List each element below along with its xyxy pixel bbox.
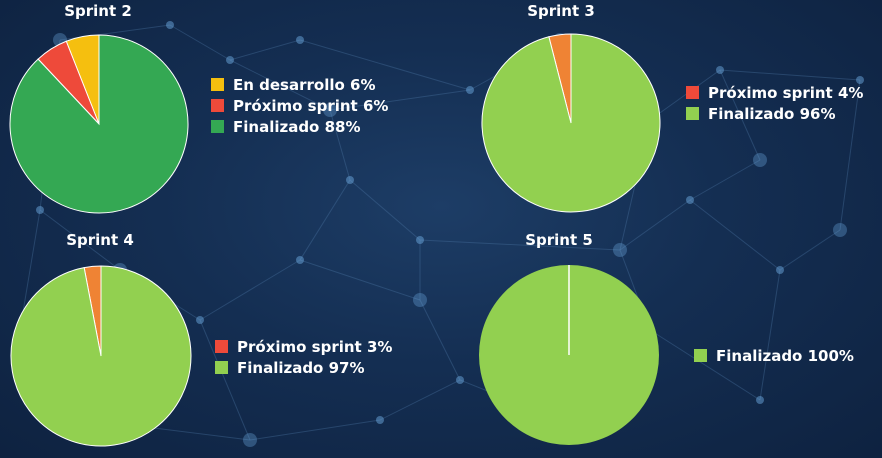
chart-title: Sprint 5 (525, 231, 593, 249)
network-node (753, 153, 767, 167)
network-node (196, 316, 204, 324)
network-link (619, 199, 691, 251)
network-link (229, 59, 331, 111)
network-link (299, 259, 421, 301)
network-link (39, 209, 121, 271)
network-link (199, 259, 301, 321)
network-link (299, 179, 351, 261)
network-node (346, 176, 354, 184)
network-link (689, 159, 761, 201)
chart-legend: En desarrollo 6% Próximo sprint 6% Finaliz… (211, 74, 388, 137)
legend-label: Finalizado 100% (716, 346, 854, 365)
legend-item: Próximo sprint 6% (211, 95, 388, 116)
network-link (419, 239, 621, 251)
legend-label: Finalizado 97% (237, 358, 365, 377)
network-link (169, 24, 231, 61)
pie-chart (10, 265, 192, 447)
network-link (229, 39, 301, 61)
network-node (296, 36, 304, 44)
network-node (166, 21, 174, 29)
chart-legend: Próximo sprint 4% Finalizado 96% (686, 82, 863, 124)
legend-item: En desarrollo 6% (211, 74, 388, 95)
network-link (689, 199, 781, 271)
network-link (779, 229, 841, 271)
network-link (839, 79, 861, 231)
pie-chart (479, 265, 659, 445)
network-link (719, 69, 761, 161)
network-node (756, 396, 764, 404)
network-link (349, 179, 421, 241)
legend-label: Finalizado 88% (233, 117, 361, 136)
chart-legend: Próximo sprint 3% Finalizado 97% (215, 336, 392, 378)
legend-item: Próximo sprint 3% (215, 336, 392, 357)
network-node (36, 206, 44, 214)
network-node (416, 236, 424, 244)
network-node (296, 256, 304, 264)
network-node (856, 76, 864, 84)
network-node (716, 66, 724, 74)
network-link (649, 69, 721, 121)
legend-label: Próximo sprint 6% (233, 96, 389, 115)
legend-label: Próximo sprint 3% (237, 337, 393, 356)
network-link (249, 419, 381, 441)
legend-swatch (686, 107, 699, 120)
legend-swatch (694, 349, 707, 362)
pie-chart (9, 34, 189, 214)
network-node (376, 416, 384, 424)
network-link (329, 89, 471, 111)
network-node (686, 196, 694, 204)
network-link (299, 39, 471, 91)
legend-item: Finalizado 100% (694, 345, 854, 366)
network-link (419, 299, 461, 381)
legend-label: Finalizado 96% (708, 104, 836, 123)
pie-chart (481, 33, 661, 213)
network-link (649, 329, 761, 401)
network-node (243, 433, 257, 447)
network-node (226, 56, 234, 64)
legend-item: Finalizado 97% (215, 357, 392, 378)
legend-swatch (211, 99, 224, 112)
network-node (456, 376, 464, 384)
network-link (199, 319, 251, 441)
legend-label: Próximo sprint 4% (708, 83, 864, 102)
network-link (719, 69, 861, 81)
network-node (323, 103, 337, 117)
network-node (413, 293, 427, 307)
legend-swatch (215, 340, 228, 353)
network-node (466, 86, 474, 94)
pie-slice (10, 265, 192, 447)
chart-title: Sprint 4 (66, 231, 134, 249)
pie-slice (9, 34, 189, 214)
legend-swatch (211, 120, 224, 133)
chart-title: Sprint 3 (527, 2, 595, 20)
network-link (329, 109, 351, 181)
legend-swatch (686, 86, 699, 99)
legend-swatch (215, 361, 228, 374)
pie-slice (481, 33, 661, 213)
network-node (776, 266, 784, 274)
chart-title: Sprint 2 (64, 2, 132, 20)
legend-item: Finalizado 96% (686, 103, 863, 124)
network-node (833, 223, 847, 237)
chart-legend: Finalizado 100% (694, 345, 854, 366)
network-node (613, 243, 627, 257)
network-link (379, 379, 461, 421)
network-link (759, 269, 781, 401)
legend-item: Finalizado 88% (211, 116, 388, 137)
legend-label: En desarrollo 6% (233, 75, 376, 94)
legend-swatch (211, 78, 224, 91)
legend-item: Próximo sprint 4% (686, 82, 863, 103)
